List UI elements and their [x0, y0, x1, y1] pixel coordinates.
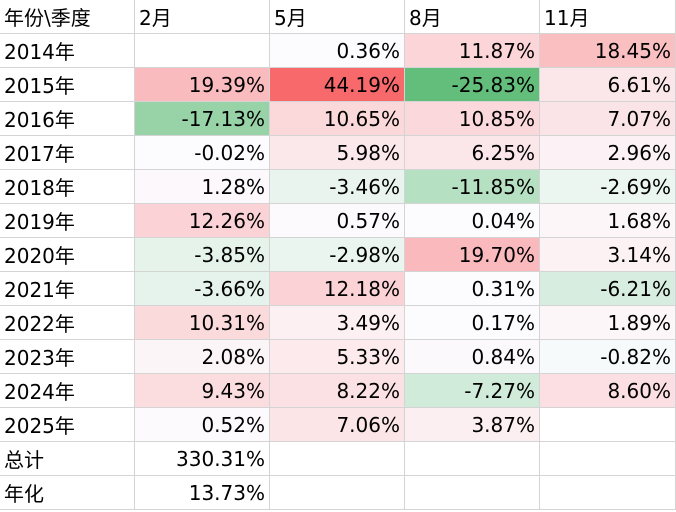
value-cell[interactable]: 0.84%	[405, 340, 540, 374]
header-cell[interactable]: 8月	[405, 0, 540, 34]
value-cell[interactable]: -0.82%	[540, 340, 676, 374]
header-cell[interactable]: 11月	[540, 0, 676, 34]
value-cell[interactable]: 1.28%	[135, 170, 270, 204]
value-cell[interactable]: 0.57%	[270, 204, 405, 238]
value-cell[interactable]: 6.61%	[540, 68, 676, 102]
value-cell[interactable]: 10.65%	[270, 102, 405, 136]
summary-label-cell[interactable]: 年化	[0, 476, 135, 510]
value-cell[interactable]: -25.83%	[405, 68, 540, 102]
value-cell[interactable]: 1.68%	[540, 204, 676, 238]
value-cell[interactable]: 5.98%	[270, 136, 405, 170]
summary-value-cell[interactable]: 330.31%	[135, 442, 270, 476]
value-cell[interactable]: -17.13%	[135, 102, 270, 136]
row-label-cell[interactable]: 2021年	[0, 272, 135, 306]
empty-cell[interactable]	[540, 442, 676, 476]
value-cell[interactable]: 0.36%	[270, 34, 405, 68]
row-label-cell[interactable]: 2018年	[0, 170, 135, 204]
row-label-cell[interactable]: 2014年	[0, 34, 135, 68]
value-cell[interactable]: -2.98%	[270, 238, 405, 272]
value-cell[interactable]: 7.07%	[540, 102, 676, 136]
empty-cell[interactable]	[405, 442, 540, 476]
value-cell[interactable]: 18.45%	[540, 34, 676, 68]
value-cell[interactable]: 19.70%	[405, 238, 540, 272]
header-corner-cell[interactable]: 年份\季度	[0, 0, 135, 34]
value-cell[interactable]: 11.87%	[405, 34, 540, 68]
value-cell[interactable]: -2.69%	[540, 170, 676, 204]
header-cell[interactable]: 2月	[135, 0, 270, 34]
value-cell[interactable]: 0.17%	[405, 306, 540, 340]
value-cell[interactable]: -6.21%	[540, 272, 676, 306]
row-label-cell[interactable]: 2023年	[0, 340, 135, 374]
empty-cell[interactable]	[540, 476, 676, 510]
value-cell[interactable]: 10.31%	[135, 306, 270, 340]
value-cell[interactable]: 8.22%	[270, 374, 405, 408]
empty-cell[interactable]	[270, 476, 405, 510]
value-cell[interactable]: 7.06%	[270, 408, 405, 442]
value-cell[interactable]: 12.26%	[135, 204, 270, 238]
value-cell[interactable]: 19.39%	[135, 68, 270, 102]
value-cell[interactable]: -0.02%	[135, 136, 270, 170]
value-cell[interactable]	[540, 408, 676, 442]
value-cell[interactable]: 0.52%	[135, 408, 270, 442]
row-label-cell[interactable]: 2017年	[0, 136, 135, 170]
value-cell[interactable]: 12.18%	[270, 272, 405, 306]
value-cell[interactable]: -3.85%	[135, 238, 270, 272]
header-cell[interactable]: 5月	[270, 0, 405, 34]
value-cell[interactable]: -3.66%	[135, 272, 270, 306]
value-cell[interactable]: -11.85%	[405, 170, 540, 204]
value-cell[interactable]: 3.14%	[540, 238, 676, 272]
value-cell[interactable]: 2.96%	[540, 136, 676, 170]
value-cell[interactable]	[135, 34, 270, 68]
summary-label-cell[interactable]: 总计	[0, 442, 135, 476]
value-cell[interactable]: -7.27%	[405, 374, 540, 408]
row-label-cell[interactable]: 2019年	[0, 204, 135, 238]
row-label-cell[interactable]: 2016年	[0, 102, 135, 136]
row-label-cell[interactable]: 2024年	[0, 374, 135, 408]
value-cell[interactable]: 8.60%	[540, 374, 676, 408]
value-cell[interactable]: 0.04%	[405, 204, 540, 238]
value-cell[interactable]: 10.85%	[405, 102, 540, 136]
row-label-cell[interactable]: 2022年	[0, 306, 135, 340]
empty-cell[interactable]	[405, 476, 540, 510]
value-cell[interactable]: 5.33%	[270, 340, 405, 374]
value-cell[interactable]: 3.49%	[270, 306, 405, 340]
row-label-cell[interactable]: 2025年	[0, 408, 135, 442]
row-label-cell[interactable]: 2015年	[0, 68, 135, 102]
value-cell[interactable]: 44.19%	[270, 68, 405, 102]
value-cell[interactable]: 2.08%	[135, 340, 270, 374]
value-cell[interactable]: 0.31%	[405, 272, 540, 306]
value-cell[interactable]: 1.89%	[540, 306, 676, 340]
empty-cell[interactable]	[270, 442, 405, 476]
summary-value-cell[interactable]: 13.73%	[135, 476, 270, 510]
row-label-cell[interactable]: 2020年	[0, 238, 135, 272]
value-cell[interactable]: 9.43%	[135, 374, 270, 408]
value-cell[interactable]: 6.25%	[405, 136, 540, 170]
value-cell[interactable]: 3.87%	[405, 408, 540, 442]
value-cell[interactable]: -3.46%	[270, 170, 405, 204]
